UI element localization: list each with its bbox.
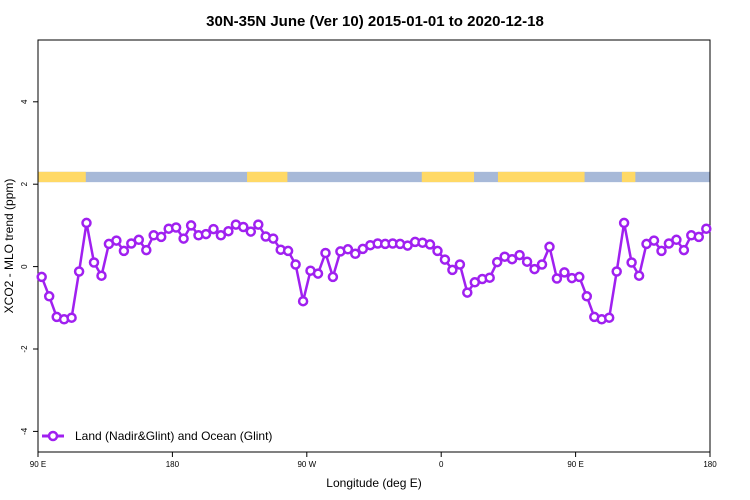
data-point [96,270,107,281]
data-point [611,266,622,277]
data-point [678,244,690,256]
data-point [66,312,77,323]
data-point [544,241,555,253]
x-axis: 90 E 180 90 W 0 90 E 180 [30,452,717,469]
data-point [155,231,167,243]
data-point [253,219,264,230]
y-tick-label: 4 [20,99,29,104]
ocean-band [38,171,710,183]
data-point [43,291,55,302]
data-point [693,231,705,243]
x-tick-label: 0 [439,460,444,469]
data-point [282,245,294,257]
data-point [118,245,130,257]
data-point [200,228,212,240]
data-point [185,220,197,231]
data-point [88,257,100,268]
legend-marker-swatch [47,430,59,442]
data-point [170,222,182,233]
data-point [491,256,503,268]
y-tick-label: -4 [20,427,29,435]
data-point [81,217,92,229]
data-point [574,271,585,283]
data-point [439,254,451,265]
data-point [656,245,667,257]
legend-label: Land (Nadir&Glint) and Ocean (Glint) [75,429,272,443]
data-point [111,235,122,246]
y-axis: -4 -2 0 2 4 [20,99,38,435]
x-tick-label: 180 [166,460,180,469]
data-point [238,221,249,233]
data-point [327,271,339,283]
data-point [424,239,436,250]
y-tick-label: 0 [20,264,29,269]
chart-title: 30N-35N June (Ver 10) 2015-01-01 to 2020… [206,13,544,30]
data-point [223,225,234,237]
y-tick-label: 2 [20,181,29,186]
data-point [484,272,495,283]
land-band-segment [38,171,86,183]
data-point [551,273,563,284]
legend: Land (Nadir&Glint) and Ocean (Glint) [42,429,272,443]
x-tick-label: 180 [703,460,717,469]
data-point [290,259,301,270]
data-point [245,226,257,237]
data-point [432,245,443,257]
data-point [581,291,593,302]
data-point [671,234,682,246]
data-point [342,244,354,255]
x-tick-label: 90 W [297,460,316,469]
data-point [350,248,361,260]
land-band-segment [421,171,475,183]
data-point [133,234,145,246]
data-point [215,230,227,241]
data-point [626,257,637,268]
data-point [536,259,548,270]
x-axis-label: Longitude (deg E) [326,476,421,490]
x-tick-label: 90 E [30,460,46,469]
data-point [208,223,219,235]
y-tick-label: -2 [20,345,29,353]
data-point [618,217,630,229]
series-land-ocean [36,217,712,325]
plot-frame [37,39,711,453]
data-point [701,223,712,234]
data-point [267,233,279,244]
data-point [447,264,458,276]
y-axis-label: XCO2 - MLO trend (ppm) [2,179,16,314]
data-point [178,233,189,244]
data-point [521,256,533,267]
data-point [559,267,570,278]
data-point [36,271,47,283]
surface-type-band [38,171,710,183]
data-point [603,312,615,323]
data-point [73,266,85,277]
data-point [320,247,331,259]
data-point [506,253,518,265]
data-point [633,270,645,281]
land-band-segment [497,171,585,183]
data-point [514,249,525,261]
data-point [648,235,660,246]
data-point [462,287,473,298]
land-band-segment [247,171,288,183]
data-point [454,259,466,270]
data-point [312,268,324,279]
data-point [141,244,152,256]
data-point [297,295,309,307]
land-band-segment [621,171,636,183]
x-tick-label: 90 E [567,460,583,469]
data-point [529,263,540,275]
